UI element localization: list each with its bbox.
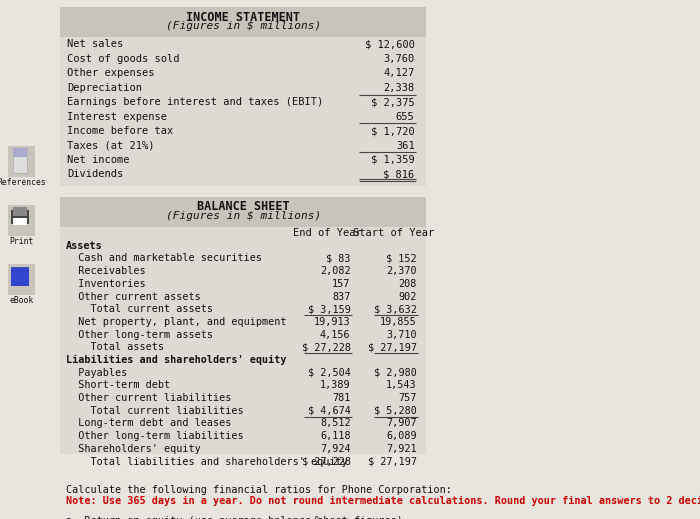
Text: Calculate the following financial ratios for Phone Corporation:: Calculate the following financial ratios…: [66, 485, 452, 495]
Text: Net income: Net income: [67, 155, 130, 165]
Bar: [60, 197, 426, 227]
Text: $ 27,197: $ 27,197: [368, 457, 416, 467]
Text: $ 152: $ 152: [386, 253, 416, 264]
Text: 19,913: 19,913: [314, 317, 351, 327]
Text: Interest expense: Interest expense: [67, 112, 167, 121]
Text: $ 4,674: $ 4,674: [308, 406, 351, 416]
Text: 7,921: 7,921: [386, 444, 416, 454]
Text: $ 5,280: $ 5,280: [374, 406, 416, 416]
Text: $ 3,159: $ 3,159: [308, 304, 351, 314]
Bar: [8, 145, 35, 177]
Text: 837: 837: [332, 292, 351, 302]
Text: (Figures in $ millions): (Figures in $ millions): [166, 21, 321, 31]
Text: 2,370: 2,370: [386, 266, 416, 276]
Bar: [10, 210, 29, 224]
Text: Payables: Payables: [66, 367, 127, 378]
Bar: [270, 515, 313, 519]
Text: $ 27,228: $ 27,228: [302, 342, 351, 352]
Text: 157: 157: [332, 279, 351, 289]
Text: Net property, plant, and equipment: Net property, plant, and equipment: [66, 317, 286, 327]
Text: $ 27,197: $ 27,197: [368, 342, 416, 352]
Text: 6,089: 6,089: [386, 431, 416, 441]
Text: Print: Print: [9, 237, 34, 246]
Text: 2,338: 2,338: [384, 83, 414, 93]
Text: $ 12,600: $ 12,600: [365, 39, 414, 49]
Text: Other expenses: Other expenses: [67, 69, 155, 78]
Text: Net sales: Net sales: [67, 39, 123, 49]
Text: Taxes (at 21%): Taxes (at 21%): [67, 141, 155, 151]
Text: Dividends: Dividends: [67, 169, 123, 180]
Text: 8,512: 8,512: [320, 418, 351, 429]
Text: Earnings before interest and taxes (EBIT): Earnings before interest and taxes (EBIT…: [67, 97, 323, 107]
Text: 19,855: 19,855: [380, 317, 416, 327]
Text: 361: 361: [395, 141, 414, 151]
Bar: [60, 7, 426, 37]
Bar: [11, 268, 29, 285]
Text: 4,156: 4,156: [320, 330, 351, 339]
Text: 3,760: 3,760: [384, 54, 414, 64]
Text: 4,127: 4,127: [384, 69, 414, 78]
Text: End of Year: End of Year: [293, 228, 362, 238]
Bar: [13, 148, 27, 157]
Text: $ 83: $ 83: [326, 253, 351, 264]
Bar: [13, 148, 27, 173]
Bar: [60, 7, 426, 186]
Text: $ 1,720: $ 1,720: [371, 126, 414, 136]
Text: 1,389: 1,389: [320, 380, 351, 390]
Text: Long-term debt and leases: Long-term debt and leases: [66, 418, 231, 429]
Text: Depreciation: Depreciation: [67, 83, 142, 93]
Text: Receivables: Receivables: [66, 266, 145, 276]
Text: Total assets: Total assets: [66, 342, 164, 352]
Text: Cash and marketable securities: Cash and marketable securities: [66, 253, 262, 264]
Bar: [60, 197, 426, 474]
Text: 7,924: 7,924: [320, 444, 351, 454]
Bar: [63, 514, 340, 519]
Text: $ 2,504: $ 2,504: [308, 367, 351, 378]
Bar: [13, 207, 27, 216]
Text: Inventories: Inventories: [66, 279, 145, 289]
Text: Shareholders' equity: Shareholders' equity: [66, 444, 200, 454]
Text: 6,118: 6,118: [320, 431, 351, 441]
Text: 7,907: 7,907: [386, 418, 416, 429]
Text: Other long-term assets: Other long-term assets: [66, 330, 213, 339]
Text: 208: 208: [398, 279, 416, 289]
Text: 3,710: 3,710: [386, 330, 416, 339]
Text: Income before tax: Income before tax: [67, 126, 173, 136]
Text: INCOME STATEMENT: INCOME STATEMENT: [186, 10, 300, 23]
Bar: [8, 264, 35, 295]
Text: 757: 757: [398, 393, 416, 403]
Text: References: References: [0, 178, 46, 187]
Text: $ 3,632: $ 3,632: [374, 304, 416, 314]
Text: 902: 902: [398, 292, 416, 302]
Text: $ 2,980: $ 2,980: [374, 367, 416, 378]
Text: Other long-term liabilities: Other long-term liabilities: [66, 431, 243, 441]
Text: $ 1,359: $ 1,359: [371, 155, 414, 165]
Text: $ 2,375: $ 2,375: [371, 97, 414, 107]
Text: Note: Use 365 days in a year. Do not round intermediate calculations. Round your: Note: Use 365 days in a year. Do not rou…: [66, 496, 700, 507]
Text: a. Return on equity (use average balance sheet figures): a. Return on equity (use average balance…: [66, 516, 402, 519]
Text: Other current liabilities: Other current liabilities: [66, 393, 231, 403]
Text: Assets: Assets: [66, 241, 102, 251]
Bar: [8, 204, 35, 236]
Text: $ 27,228: $ 27,228: [302, 457, 351, 467]
Text: Total current liabilities: Total current liabilities: [66, 406, 243, 416]
Text: Other current assets: Other current assets: [66, 292, 200, 302]
Text: 1,543: 1,543: [386, 380, 416, 390]
Bar: [13, 218, 27, 225]
Text: $ 816: $ 816: [384, 169, 414, 180]
Text: 781: 781: [332, 393, 351, 403]
Text: Short-term debt: Short-term debt: [66, 380, 169, 390]
Text: Start of Year: Start of Year: [353, 228, 434, 238]
Text: %: %: [315, 516, 321, 519]
Text: BALANCE SHEET: BALANCE SHEET: [197, 200, 290, 213]
Text: (Figures in $ millions): (Figures in $ millions): [166, 211, 321, 221]
Text: eBook: eBook: [9, 296, 34, 305]
Bar: [10, 267, 29, 286]
Text: Total liabilities and shareholders' equity: Total liabilities and shareholders' equi…: [66, 457, 347, 467]
Text: Liabilities and shareholders' equity: Liabilities and shareholders' equity: [66, 355, 286, 365]
Text: 655: 655: [395, 112, 414, 121]
Text: Total current assets: Total current assets: [66, 304, 213, 314]
Text: 2,082: 2,082: [320, 266, 351, 276]
Text: Cost of goods sold: Cost of goods sold: [67, 54, 179, 64]
